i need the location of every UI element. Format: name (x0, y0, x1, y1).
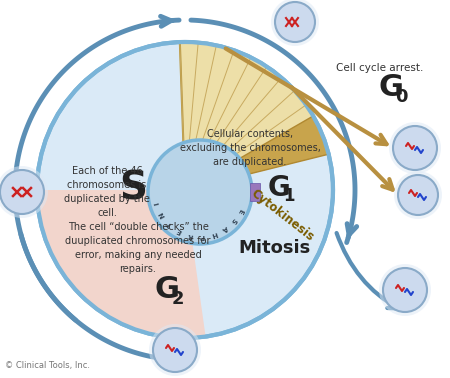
Text: 0: 0 (395, 88, 408, 106)
Circle shape (153, 328, 197, 372)
Wedge shape (185, 116, 328, 190)
Text: S: S (230, 217, 237, 225)
Circle shape (0, 166, 48, 218)
Text: N: N (158, 210, 166, 218)
Circle shape (394, 171, 442, 219)
Text: A: A (220, 225, 229, 232)
Text: S: S (119, 169, 147, 207)
Circle shape (37, 42, 333, 338)
Circle shape (389, 122, 441, 174)
Circle shape (148, 140, 252, 244)
Text: P: P (199, 233, 205, 239)
Text: 1: 1 (283, 187, 294, 205)
Text: R: R (187, 231, 194, 239)
Text: G: G (378, 73, 403, 102)
Circle shape (0, 170, 44, 214)
Text: 2: 2 (172, 290, 184, 308)
Circle shape (398, 175, 438, 215)
Circle shape (383, 268, 427, 312)
Circle shape (271, 0, 319, 46)
Text: Cellular contents,
excluding the chromosomes,
are duplicated.: Cellular contents, excluding the chromos… (180, 129, 320, 167)
Circle shape (275, 2, 315, 42)
Text: T: T (166, 220, 173, 228)
Text: G: G (268, 174, 291, 202)
Text: Each of the 46
chromosomes is
duplicated by the
cell.: Each of the 46 chromosomes is duplicated… (64, 166, 150, 218)
Circle shape (379, 264, 431, 316)
Circle shape (393, 126, 437, 170)
Text: Cell cycle arrest.: Cell cycle arrest. (336, 63, 424, 73)
Wedge shape (37, 190, 206, 338)
Text: E: E (176, 227, 183, 234)
Text: I: I (154, 201, 161, 205)
Wedge shape (180, 42, 316, 190)
Circle shape (149, 324, 201, 376)
Text: E: E (236, 207, 243, 214)
Text: G: G (155, 276, 180, 305)
Text: The cell “double checks” the
duuplicated chromosomes for
error, making any neede: The cell “double checks” the duuplicated… (65, 222, 211, 274)
Text: Mitosis: Mitosis (239, 239, 311, 257)
Text: © Clinical Tools, Inc.: © Clinical Tools, Inc. (5, 361, 90, 370)
Text: H: H (210, 230, 217, 237)
Text: Cytokinesis: Cytokinesis (248, 186, 316, 243)
Bar (250, 183, 260, 201)
